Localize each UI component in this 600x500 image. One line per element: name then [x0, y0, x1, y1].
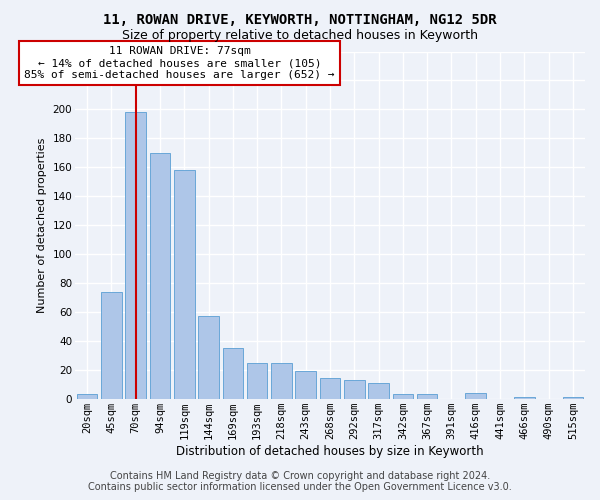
Bar	[392, 394, 413, 398]
Bar	[271, 362, 292, 398]
Bar	[466, 393, 486, 398]
Bar	[344, 380, 365, 398]
Bar	[514, 397, 535, 398]
Text: Size of property relative to detached houses in Keyworth: Size of property relative to detached ho…	[122, 29, 478, 42]
Bar	[320, 378, 340, 398]
Bar	[247, 362, 268, 398]
Text: Contains HM Land Registry data © Crown copyright and database right 2024.
Contai: Contains HM Land Registry data © Crown c…	[88, 471, 512, 492]
Bar	[198, 316, 219, 398]
Bar	[101, 292, 122, 399]
Bar	[223, 348, 243, 399]
Bar	[295, 371, 316, 398]
Bar	[150, 153, 170, 398]
Bar	[77, 394, 97, 398]
Y-axis label: Number of detached properties: Number of detached properties	[37, 138, 47, 313]
X-axis label: Distribution of detached houses by size in Keyworth: Distribution of detached houses by size …	[176, 444, 484, 458]
Text: 11, ROWAN DRIVE, KEYWORTH, NOTTINGHAM, NG12 5DR: 11, ROWAN DRIVE, KEYWORTH, NOTTINGHAM, N…	[103, 12, 497, 26]
Text: 11 ROWAN DRIVE: 77sqm
← 14% of detached houses are smaller (105)
85% of semi-det: 11 ROWAN DRIVE: 77sqm ← 14% of detached …	[24, 46, 335, 80]
Bar	[368, 383, 389, 398]
Bar	[563, 397, 583, 398]
Bar	[174, 170, 194, 398]
Bar	[417, 394, 437, 398]
Bar	[125, 112, 146, 399]
